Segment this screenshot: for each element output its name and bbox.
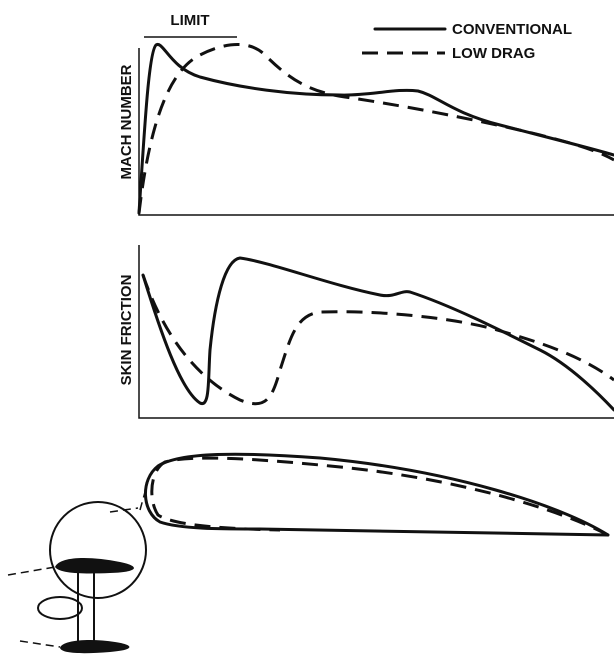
- low-drag-airfoil: [150, 456, 609, 537]
- limit-label: LIMIT: [170, 12, 209, 29]
- conventional-airfoil: [144, 452, 610, 537]
- low-drag-curve: [137, 43, 614, 214]
- conventional-curve: [137, 42, 614, 215]
- axes: [138, 245, 614, 419]
- y-axis-label: MACH NUMBER: [118, 64, 135, 179]
- inset-leader: [7, 566, 56, 576]
- inset-loop: [37, 596, 83, 620]
- low-drag-curve: [141, 274, 614, 406]
- y-axis-label: SKIN FRICTION: [118, 275, 135, 386]
- legend-label: LOW DRAG: [452, 45, 535, 62]
- inset-leader: [19, 640, 61, 648]
- inset-probe: [77, 571, 95, 645]
- axes: [138, 48, 614, 216]
- inset-circle: [49, 501, 147, 599]
- conventional-curve: [141, 256, 614, 412]
- inset-leader: [139, 473, 151, 511]
- legend-label: CONVENTIONAL: [452, 21, 572, 38]
- inset-surface: [55, 557, 134, 574]
